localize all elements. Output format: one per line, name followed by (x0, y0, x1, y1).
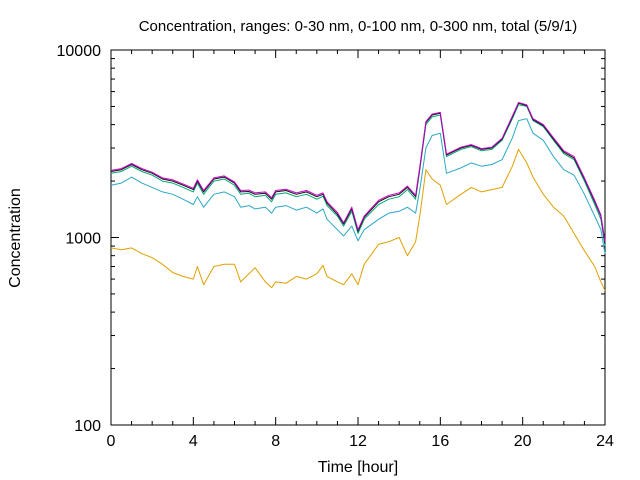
x-tick-label-0: 0 (107, 433, 116, 450)
series-line-5 (110, 148, 606, 291)
y-axis-label: Concentration (7, 188, 24, 288)
x-tick-label-16: 16 (431, 433, 449, 450)
x-tick-label-4: 4 (189, 433, 198, 450)
x-axis-label: Time [hour] (318, 459, 398, 476)
series-line-4 (110, 102, 606, 242)
chart-title: Concentration, ranges: 0-30 nm, 0-100 nm… (139, 18, 578, 35)
minor-ticks (111, 50, 605, 425)
series-line-2 (110, 104, 606, 247)
y-tick-label-10000: 10000 (57, 43, 102, 60)
series-line-1 (110, 118, 606, 254)
series-group (110, 102, 606, 291)
x-tick-label-24: 24 (596, 433, 614, 450)
x-tick-label-20: 20 (514, 433, 532, 450)
major-ticks (110, 49, 606, 426)
x-tick-label-8: 8 (271, 433, 280, 450)
x-tick-label-12: 12 (349, 433, 367, 450)
x-tick-labels: 0 4 8 12 16 20 24 (107, 433, 614, 450)
plot-frame (110, 49, 606, 426)
y-tick-labels: 100 1000 10000 (57, 43, 102, 435)
y-tick-label-100: 100 (74, 418, 101, 435)
y-tick-label-1000: 1000 (65, 231, 101, 248)
